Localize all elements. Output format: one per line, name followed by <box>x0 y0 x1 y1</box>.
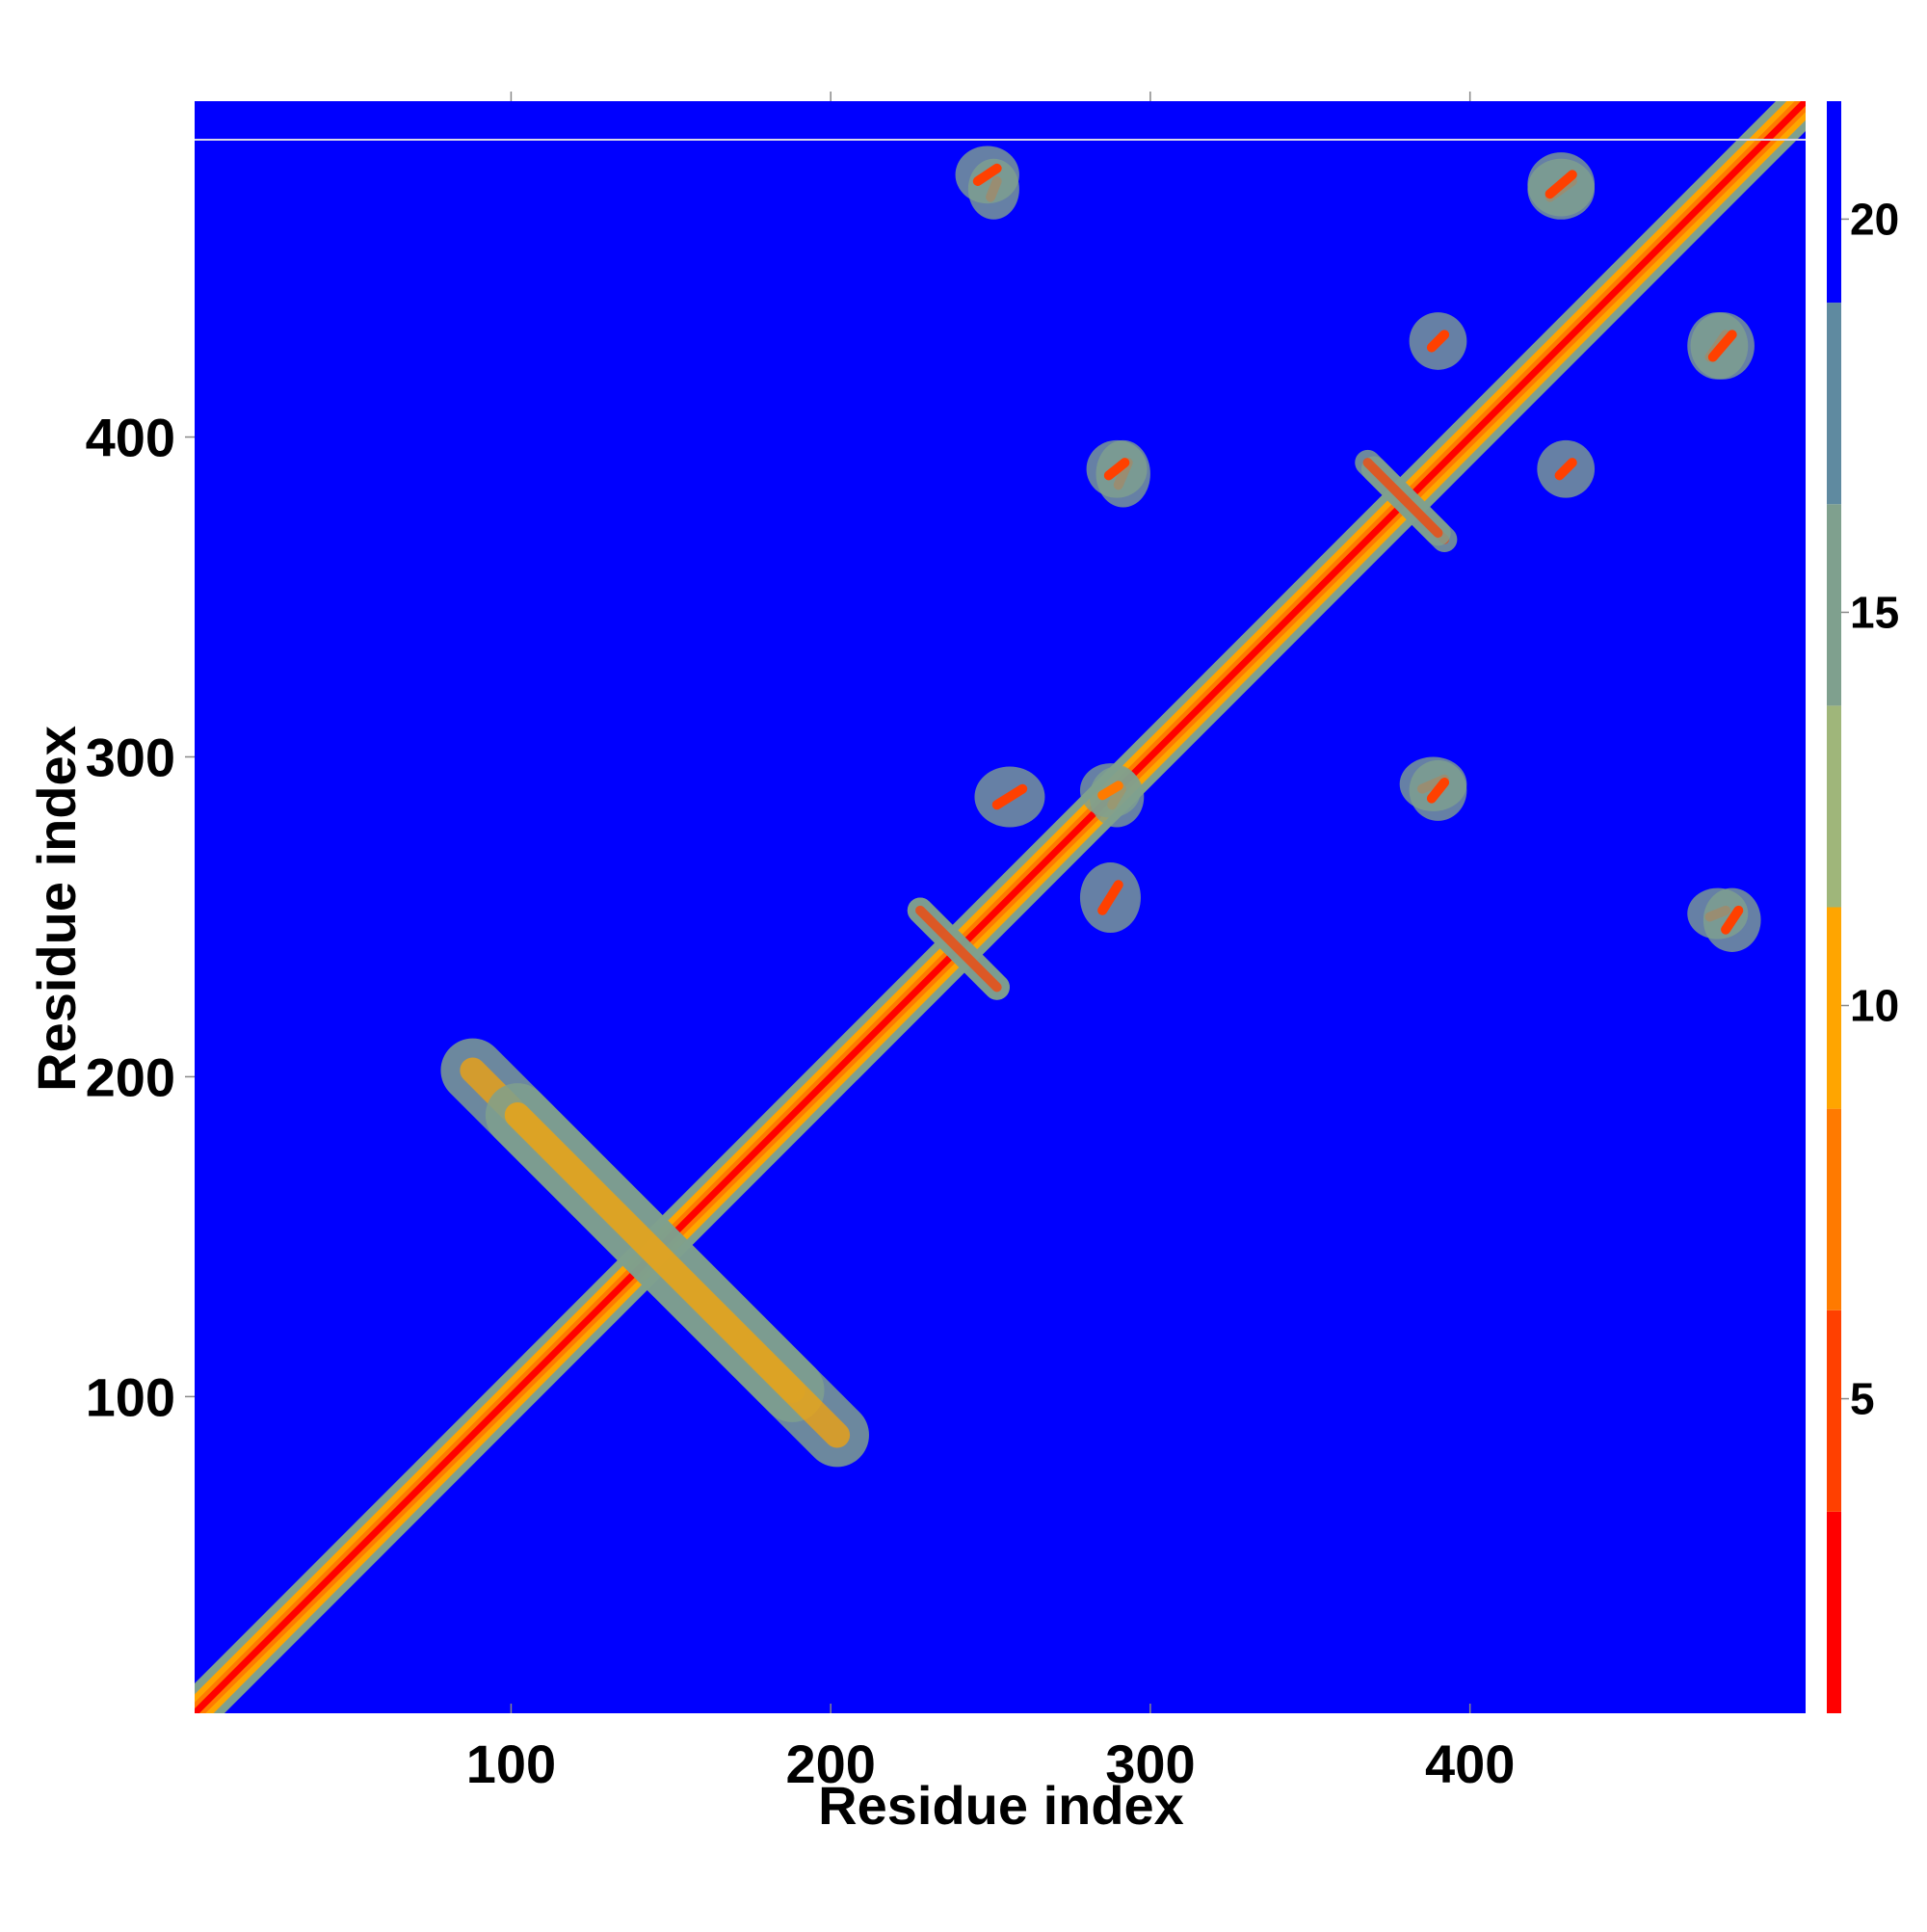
contact-patch-core <box>1103 458 1130 481</box>
x-axis: 100 200 300 400 <box>466 92 1515 1794</box>
colorbar-segment <box>1827 907 1841 1109</box>
contact-patch-core <box>1544 170 1577 199</box>
x-axis-label: Residue index <box>818 1775 1184 1836</box>
colorbar-tick-label: 20 <box>1850 194 1899 244</box>
heatmap-features <box>195 101 1806 1713</box>
y-tick-label: 100 <box>86 1366 175 1427</box>
contact-patch-core <box>972 163 1002 186</box>
contact-patch-core <box>1707 330 1737 362</box>
contact-patch-core <box>1097 781 1123 801</box>
x-tick-label: 200 <box>785 1734 875 1794</box>
y-tick-label: 300 <box>86 727 175 787</box>
y-axis: 100 200 300 400 <box>86 408 195 1427</box>
colorbar-tick-label: 10 <box>1850 981 1899 1031</box>
contact-patch-core <box>1097 880 1123 915</box>
contact-patch-core <box>1554 458 1577 481</box>
y-tick-label: 400 <box>86 408 175 468</box>
colorbar-segment <box>1827 1310 1841 1512</box>
y-axis-label: Residue index <box>26 726 87 1092</box>
diagonal-band-layer <box>195 101 1806 1713</box>
x-tick-label: 300 <box>1105 1734 1195 1794</box>
colorbar-segment <box>1827 1511 1841 1713</box>
colorbar-tick-label: 15 <box>1850 587 1899 637</box>
colorbar-segment <box>1827 504 1841 706</box>
colorbar-segment <box>1827 1108 1841 1310</box>
y-tick-label: 200 <box>86 1046 175 1107</box>
contact-patch-core <box>1426 778 1450 804</box>
colorbar-segment <box>1827 101 1841 304</box>
plot-area <box>195 101 1806 1713</box>
x-tick-label: 400 <box>1425 1734 1515 1794</box>
contact-patch-core <box>991 783 1028 810</box>
antiparallel-contact-core <box>915 905 1002 992</box>
contact-patch-core <box>1426 330 1450 353</box>
contact-patch-core <box>1721 905 1744 935</box>
x-tick-label: 100 <box>466 1734 556 1794</box>
colorbar-segment <box>1827 705 1841 908</box>
colorbar: 5 10 15 20 <box>1827 101 1899 1713</box>
colorbar-segment <box>1827 303 1841 505</box>
antiparallel-contact-core <box>1362 458 1443 539</box>
antiparallel-contact-core <box>504 1101 851 1448</box>
colorbar-tick-label: 5 <box>1850 1374 1875 1424</box>
